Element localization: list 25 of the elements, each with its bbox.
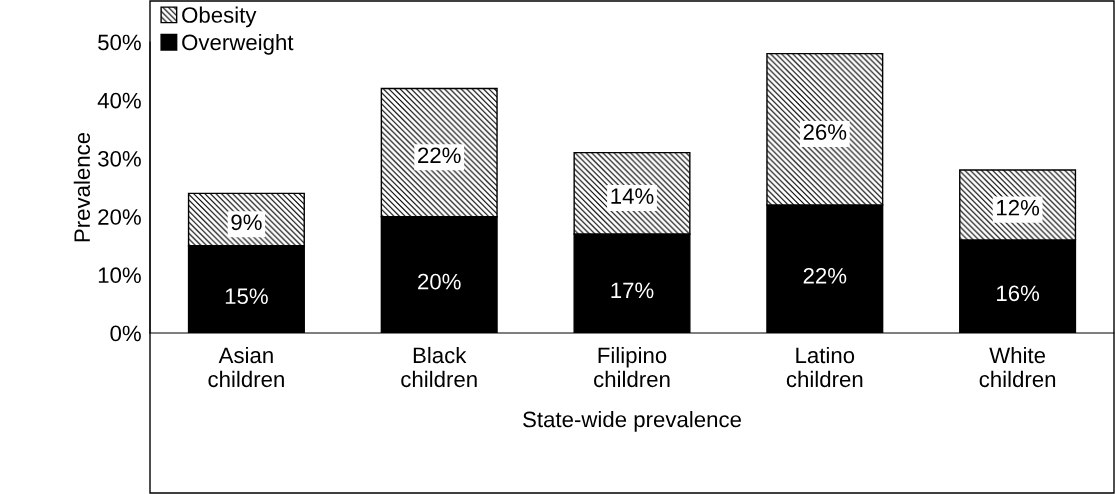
legend-label: Overweight [182,33,294,55]
y-axis-title: Prevalence [73,132,91,242]
data-label: 9% [231,214,262,231]
x-tick-label: Latino children [786,346,863,388]
x-tick-label: White children [979,346,1056,388]
y-tick-label: 10% [98,267,141,284]
legend-label: Obesity [182,6,257,28]
y-tick-label: 30% [98,150,141,167]
data-label: 14% [611,188,654,204]
x-tick-label: Filipino children [594,346,670,388]
data-label: 22% [803,267,847,284]
y-tick-label: 40% [97,92,141,109]
x-axis-title: State-wide prevalence [523,410,741,432]
y-tick-label: 0% [110,325,141,342]
data-label: 12% [997,199,1040,216]
data-label: 16% [997,285,1040,302]
data-label: 22% [418,147,461,164]
y-tick-label: 50% [98,34,141,51]
x-tick-label: Asian children [208,346,284,388]
x-tick-label: Black children [401,346,477,388]
data-label: 26% [803,124,847,140]
y-tick-label: 20% [98,209,141,225]
data-label: 20% [418,273,461,290]
data-label: 15% [225,288,268,305]
data-label: 17% [611,282,654,299]
